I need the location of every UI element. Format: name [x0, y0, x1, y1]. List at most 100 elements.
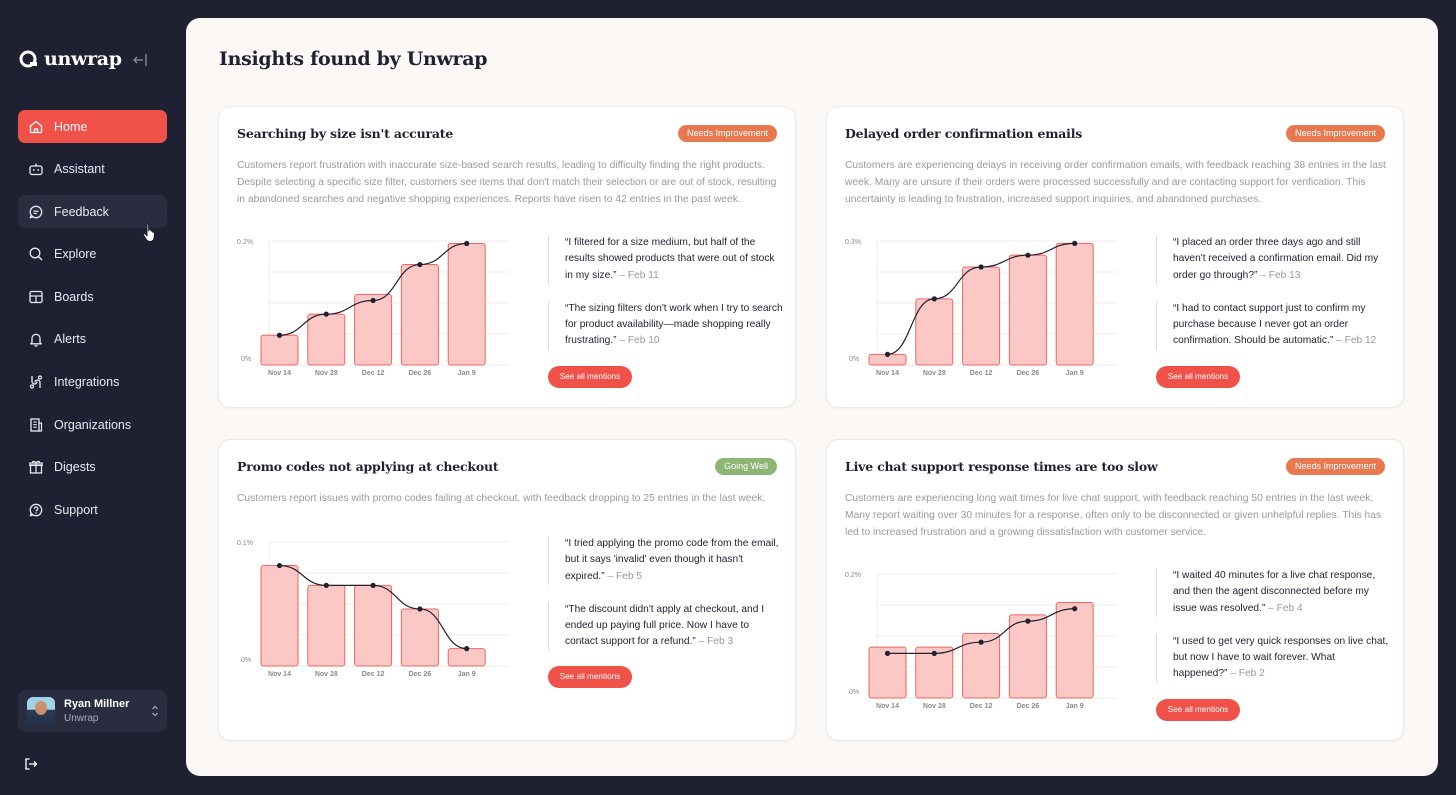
building-icon [30, 418, 43, 432]
insight-title: Searching by size isn't accurate [237, 126, 454, 141]
chart-bar [915, 646, 954, 699]
customer-quote: “I had to contact support just to confir… [1156, 300, 1391, 350]
sidebar-item-integrations[interactable]: Integrations [18, 366, 167, 399]
sidebar-item-support[interactable]: Support [18, 493, 167, 526]
trend-chart: 0.1% 0% Nov 14 Nov 28 Dec 12 Dec 26 Jan 9 [237, 540, 509, 678]
brand-logo[interactable]: unwrap [18, 48, 122, 70]
chart-bar [400, 608, 439, 667]
sidebar-nav: Home Assistant Feedback Explore Boards A… [18, 110, 167, 536]
sidebar-item-alerts[interactable]: Alerts [18, 323, 167, 356]
trend-point [884, 351, 891, 357]
chat-bubble-icon [29, 205, 43, 219]
y-tick-label: 0% [849, 356, 859, 363]
insight-title: Delayed order confirmation emails [845, 126, 1083, 141]
chart-bar [962, 633, 1001, 699]
trend-point [464, 646, 470, 652]
sidebar-item-label: Digests [54, 460, 96, 475]
quote-list: “I filtered for a size medium, but half … [548, 235, 783, 367]
sidebar-item-home[interactable]: Home [18, 110, 167, 143]
sidebar-item-label: Boards [54, 289, 94, 304]
insight-card: Promo codes not applying at checkout Goi… [218, 439, 796, 741]
chart-bar [868, 646, 907, 699]
quote-date: – Feb 10 [616, 335, 660, 347]
x-tick-label: Jan 9 [458, 671, 476, 678]
customer-quote: “I used to get very quick responses on l… [1156, 633, 1391, 683]
x-tick-label: Dec 12 [970, 370, 993, 377]
x-tick-label: Nov 14 [876, 370, 899, 377]
boards-icon [29, 290, 43, 304]
status-badge: Going Well [715, 458, 777, 475]
see-all-mentions-button[interactable]: See all mentions [548, 666, 632, 688]
sidebar-item-digests[interactable]: Digests [18, 451, 167, 484]
quote-date: – Feb 4 [1265, 602, 1303, 614]
x-tick-label: Dec 12 [362, 370, 385, 377]
trend-point [884, 650, 891, 656]
customer-quote: “I placed an order three days ago and st… [1156, 235, 1391, 284]
quote-text: “The discount didn't apply at checkout, … [565, 603, 765, 648]
x-tick-label: Nov 14 [268, 671, 291, 678]
trend-point [417, 606, 423, 612]
x-tick-label: Nov 28 [923, 370, 946, 377]
sidebar-item-explore[interactable]: Explore [18, 238, 167, 271]
customer-quote: “I waited 40 minutes for a live chat res… [1156, 568, 1391, 617]
insight-description: Customers report issues with promo codes… [237, 493, 766, 504]
user-account-switcher[interactable]: Ryan Millner Unwrap [18, 690, 167, 732]
chart-bar [354, 584, 393, 667]
trend-point [1072, 606, 1078, 612]
sidebar-item-assistant[interactable]: Assistant [18, 153, 167, 186]
avatar [27, 697, 55, 725]
insight-title: Promo codes not applying at checkout [237, 459, 499, 474]
sidebar: unwrap Home Assistant Feedback Explore B… [0, 0, 186, 795]
sidebar-item-label: Alerts [54, 332, 86, 347]
trend-point [276, 562, 283, 569]
sidebar-item-organizations[interactable]: Organizations [18, 408, 167, 441]
see-all-mentions-button[interactable]: See all mentions [548, 366, 632, 388]
chart-bar [962, 266, 1001, 366]
logout-icon[interactable] [24, 757, 38, 771]
x-tick-label: Dec 26 [1017, 703, 1040, 710]
trend-chart: 0.3% 0% Nov 14 Nov 28 Dec 12 Dec 26 Jan 9 [845, 239, 1117, 377]
trend-point [276, 332, 283, 338]
insight-description: Customers are experiencing delays in rec… [845, 160, 1386, 205]
sidebar-item-feedback[interactable]: Feedback [18, 195, 167, 229]
sidebar-item-boards[interactable]: Boards [18, 280, 167, 313]
quote-text: “I filtered for a size medium, but half … [565, 237, 775, 281]
sidebar-item-label: Organizations [54, 417, 132, 432]
chart-bar [447, 648, 486, 667]
sidebar-item-label: Support [54, 502, 98, 517]
x-tick-label: Dec 12 [362, 671, 385, 678]
user-organization: Unwrap [64, 713, 99, 724]
quote-date: – Feb 13 [1257, 269, 1301, 281]
trend-point [978, 264, 984, 270]
x-tick-label: Dec 26 [1017, 370, 1040, 377]
quote-list: “I tried applying the promo code from th… [548, 536, 783, 668]
y-tick-label: 0.3% [845, 239, 861, 246]
y-tick-label: 0% [241, 356, 251, 363]
x-tick-label: Nov 14 [876, 703, 899, 710]
x-tick-label: Dec 26 [409, 370, 432, 377]
x-tick-label: Nov 28 [923, 703, 946, 710]
insight-card: Live chat support response times are too… [826, 439, 1404, 741]
sidebar-item-label: Assistant [54, 162, 105, 177]
customer-quote: “I tried applying the promo code from th… [548, 536, 783, 585]
insight-card: Delayed order confirmation emails Needs … [826, 106, 1404, 408]
collapse-sidebar-icon[interactable] [132, 53, 148, 67]
see-all-mentions-button[interactable]: See all mentions [1156, 366, 1240, 388]
y-tick-label: 0% [241, 657, 251, 664]
x-tick-label: Jan 9 [458, 370, 476, 377]
chart-bar [354, 293, 393, 366]
user-name: Ryan Millner [64, 698, 130, 710]
insight-description: Customers are experiencing long wait tim… [845, 493, 1382, 538]
chart-bar [915, 298, 954, 366]
x-tick-label: Nov 14 [268, 370, 291, 377]
customer-quote: “The sizing filters don't work when I tr… [548, 300, 783, 350]
quote-date: – Feb 11 [616, 269, 659, 281]
x-tick-label: Nov 28 [315, 370, 338, 377]
quote-text: “The sizing filters don't work when I tr… [565, 302, 783, 347]
page-title: Insights found by Unwrap [219, 48, 488, 70]
trend-chart: 0.2% 0% Nov 14 Nov 28 Dec 12 Dec 26 Jan 9 [845, 572, 1117, 710]
integrations-icon [29, 375, 43, 389]
see-all-mentions-button[interactable]: See all mentions [1156, 699, 1240, 721]
trend-point [1025, 618, 1031, 624]
trend-point [370, 297, 376, 304]
